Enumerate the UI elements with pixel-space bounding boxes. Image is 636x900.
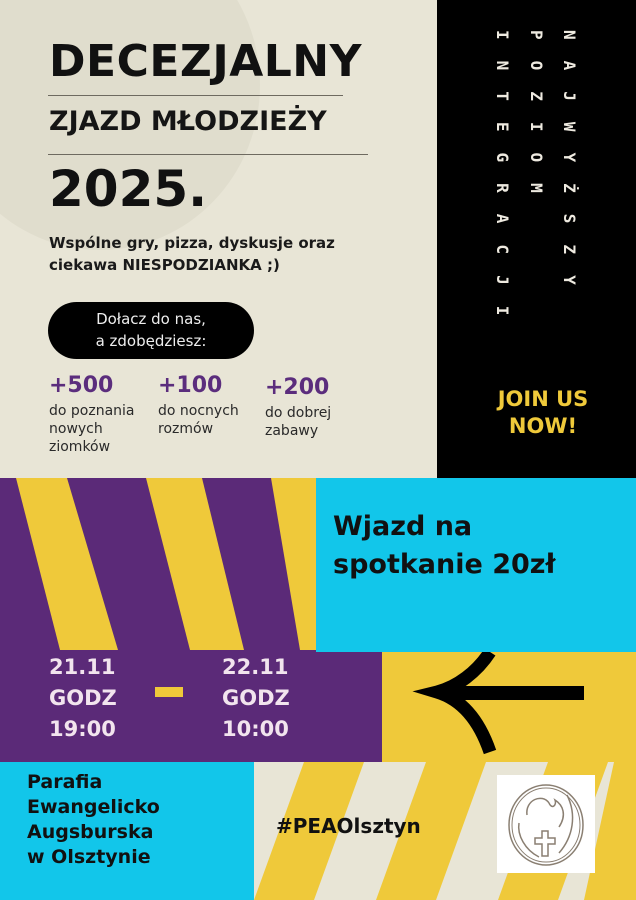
black-side-panel	[437, 0, 636, 478]
time-value: 19:00	[49, 717, 116, 741]
pill-line: Dołacz do nas,	[96, 310, 206, 328]
join-us-text: JOIN US NOW!	[437, 386, 636, 440]
start-date: 21.11 GODZ 19:00	[49, 652, 117, 745]
page-title: DECEZJALNY	[49, 36, 362, 87]
stat-label-line: zabawy	[265, 423, 319, 439]
join-line: NOW!	[508, 414, 578, 438]
description-line: ciekawa NIESPODZIANKA ;)	[49, 256, 280, 274]
date-label: GODZ	[222, 686, 290, 710]
stat-label: do poznania nowych ziomków	[49, 402, 159, 456]
description-line: Wspólne gry, pizza, dyskusje oraz	[49, 234, 335, 252]
organizer-line: Ewangelicko	[27, 796, 160, 818]
time-value: 10:00	[222, 717, 289, 741]
description: Wspólne gry, pizza, dyskusje oraz ciekaw…	[49, 232, 379, 276]
stat-label-line: do poznania	[49, 403, 135, 419]
date-value: 22.11	[222, 655, 289, 679]
stat-value: +500	[49, 373, 114, 398]
subtitle: ZJAZD MŁODZIEŻY	[49, 106, 327, 137]
divider	[48, 95, 343, 96]
organizer-name: Parafia Ewangelicko Augsburska w Olsztyn…	[27, 770, 160, 870]
divider	[48, 154, 368, 155]
date-label: GODZ	[49, 686, 117, 710]
stat-label: do nocnych rozmów	[158, 402, 268, 438]
entry-line: spotkanie 20zł	[333, 549, 556, 580]
join-pill: Dołacz do nas, a zdobędziesz:	[48, 302, 254, 359]
date-value: 21.11	[49, 655, 116, 679]
year: 2025.	[49, 160, 208, 218]
stat-item: +500 do poznania nowych ziomków	[49, 373, 159, 456]
vertical-text: POZIOM	[527, 30, 546, 214]
stat-label-line: do nocnych	[158, 403, 239, 419]
arrow-left-icon	[412, 648, 584, 755]
stat-label-line: nowych	[49, 421, 103, 437]
organizer-panel	[0, 762, 254, 900]
stat-value: +100	[158, 373, 223, 398]
stat-label-line: do dobrej	[265, 405, 332, 421]
stat-label-line: ziomków	[49, 439, 111, 455]
entry-line: Wjazd na	[333, 511, 473, 542]
hashtag: #PEAOlsztyn	[276, 814, 421, 838]
vertical-text: INTEGRACJI	[493, 30, 512, 337]
stat-item: +200 do dobrej zabawy	[265, 375, 375, 440]
organizer-line: w Olsztynie	[27, 846, 151, 868]
top-left-panel	[0, 0, 437, 478]
stat-item: +100 do nocnych rozmów	[158, 373, 268, 438]
date-dash	[155, 687, 183, 697]
entry-fee-panel	[316, 478, 636, 652]
parish-logo	[497, 775, 595, 873]
entry-fee-text: Wjazd na spotkanie 20zł	[333, 508, 556, 584]
vertical-text: NAJWYŻSZY	[560, 30, 579, 306]
stat-value: +200	[265, 375, 330, 400]
end-date: 22.11 GODZ 10:00	[222, 652, 290, 745]
luther-rose-swan-icon	[508, 784, 584, 866]
pill-line: a zdobędziesz:	[95, 332, 207, 350]
join-line: JOIN US	[497, 387, 589, 411]
organizer-line: Augsburska	[27, 821, 154, 843]
organizer-line: Parafia	[27, 771, 103, 793]
stat-label: do dobrej zabawy	[265, 404, 375, 440]
stat-label-line: rozmów	[158, 421, 214, 437]
arrow-panel	[382, 648, 636, 762]
